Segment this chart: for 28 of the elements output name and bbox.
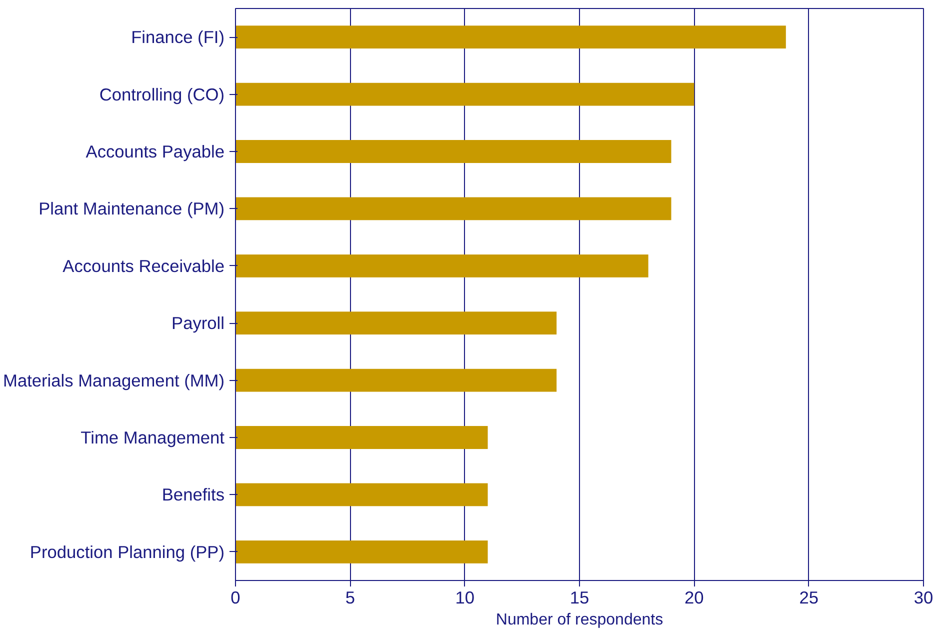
y-tick-label: Accounts Payable xyxy=(86,142,225,162)
y-tick-label: Accounts Receivable xyxy=(62,256,225,276)
bar xyxy=(236,197,672,220)
x-tick-label: 10 xyxy=(455,588,474,608)
x-tick-label: 15 xyxy=(570,588,590,608)
x-tick-label: 25 xyxy=(799,588,818,608)
y-tick-label: Finance (FI) xyxy=(131,27,225,48)
bar xyxy=(236,368,557,392)
bar xyxy=(236,254,648,278)
bar xyxy=(236,426,488,449)
x-tick-label: 30 xyxy=(914,588,934,608)
y-tick-label: Materials Management (MM) xyxy=(3,370,225,390)
y-tick-label: Production Planning (PP) xyxy=(30,542,225,562)
x-axis-title: Number of respondents xyxy=(496,612,664,628)
x-tick-label: 20 xyxy=(684,588,704,608)
y-tick-label: Controlling (CO) xyxy=(99,84,225,104)
x-tick-label: 5 xyxy=(345,588,355,608)
bar xyxy=(236,140,672,163)
y-tick-label: Time Management xyxy=(80,428,225,448)
bar xyxy=(236,540,488,564)
x-tick-label: 0 xyxy=(230,588,240,608)
bar xyxy=(236,82,694,106)
bar xyxy=(236,26,786,49)
bar xyxy=(236,312,557,335)
y-tick-label: Plant Maintenance (PM) xyxy=(38,198,225,219)
y-tick-label: Payroll xyxy=(172,313,225,334)
bar xyxy=(236,483,488,506)
y-tick-label: Benefits xyxy=(162,484,225,505)
